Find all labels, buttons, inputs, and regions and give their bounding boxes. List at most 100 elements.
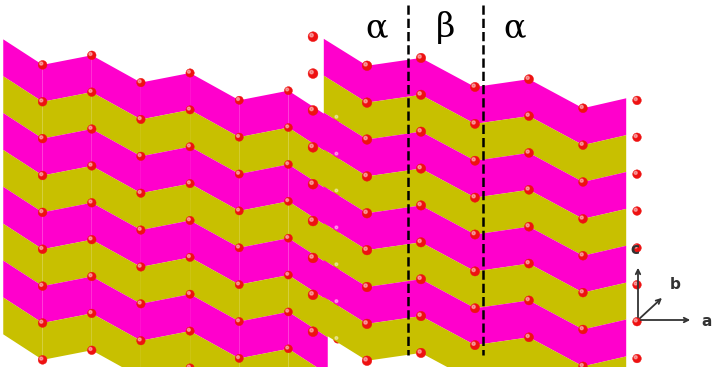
Circle shape [362, 135, 372, 144]
Circle shape [416, 311, 426, 321]
Text: b: b [670, 277, 681, 292]
Text: a: a [701, 315, 712, 330]
Circle shape [525, 222, 533, 231]
Circle shape [580, 327, 584, 330]
Polygon shape [42, 166, 92, 212]
Circle shape [472, 158, 475, 161]
Circle shape [335, 337, 338, 339]
Circle shape [526, 76, 529, 79]
Text: β: β [436, 11, 455, 44]
Polygon shape [92, 129, 141, 193]
Circle shape [472, 84, 475, 87]
Circle shape [284, 160, 292, 168]
Polygon shape [583, 283, 626, 330]
Circle shape [38, 134, 47, 143]
Circle shape [188, 365, 190, 367]
Circle shape [39, 210, 43, 212]
Circle shape [188, 107, 190, 110]
Circle shape [472, 121, 475, 124]
Polygon shape [583, 98, 626, 145]
Polygon shape [92, 166, 141, 230]
Circle shape [470, 82, 480, 92]
Polygon shape [367, 206, 421, 250]
Polygon shape [475, 116, 529, 161]
Circle shape [580, 290, 584, 293]
Polygon shape [367, 316, 421, 361]
Polygon shape [529, 190, 583, 256]
Polygon shape [367, 279, 421, 324]
Circle shape [470, 341, 480, 350]
Polygon shape [367, 242, 421, 287]
Circle shape [362, 319, 372, 329]
Circle shape [633, 207, 642, 215]
Circle shape [526, 224, 529, 227]
Circle shape [472, 232, 475, 235]
Circle shape [633, 170, 642, 178]
Circle shape [286, 236, 289, 239]
Circle shape [138, 227, 141, 230]
Polygon shape [324, 76, 367, 139]
Circle shape [308, 179, 318, 189]
Circle shape [334, 225, 342, 233]
Circle shape [633, 280, 642, 289]
Circle shape [579, 362, 587, 367]
Circle shape [470, 193, 480, 202]
Polygon shape [421, 242, 475, 308]
Polygon shape [42, 276, 92, 323]
Circle shape [364, 99, 367, 103]
Circle shape [418, 92, 421, 95]
Circle shape [89, 310, 92, 314]
Polygon shape [239, 238, 289, 285]
Text: c: c [631, 242, 639, 257]
Circle shape [138, 80, 141, 83]
Circle shape [633, 96, 642, 105]
Polygon shape [289, 312, 328, 367]
Circle shape [87, 161, 96, 170]
Circle shape [39, 246, 43, 250]
Polygon shape [42, 240, 92, 286]
Circle shape [364, 321, 367, 324]
Polygon shape [475, 301, 529, 345]
Circle shape [138, 264, 141, 267]
Circle shape [87, 51, 96, 59]
Circle shape [634, 245, 637, 248]
Polygon shape [190, 221, 239, 285]
Circle shape [416, 164, 426, 173]
Circle shape [525, 148, 533, 157]
Circle shape [137, 189, 145, 197]
Polygon shape [92, 92, 141, 156]
Circle shape [580, 179, 584, 182]
Circle shape [525, 75, 533, 84]
Circle shape [579, 104, 587, 113]
Circle shape [525, 259, 533, 268]
Circle shape [362, 98, 372, 108]
Polygon shape [42, 313, 92, 360]
Circle shape [186, 290, 194, 298]
Circle shape [188, 181, 190, 184]
Circle shape [416, 201, 426, 210]
Circle shape [362, 171, 372, 181]
Circle shape [634, 98, 637, 101]
Polygon shape [92, 276, 141, 341]
Polygon shape [239, 312, 289, 359]
Circle shape [236, 98, 239, 101]
Circle shape [418, 313, 421, 316]
Circle shape [186, 142, 194, 151]
Circle shape [235, 280, 243, 289]
Circle shape [137, 337, 145, 345]
Circle shape [286, 88, 289, 91]
Polygon shape [239, 91, 289, 137]
Circle shape [470, 304, 480, 313]
Circle shape [334, 114, 342, 122]
Polygon shape [529, 337, 583, 367]
Polygon shape [475, 227, 529, 271]
Circle shape [236, 282, 239, 285]
Circle shape [526, 150, 529, 153]
Circle shape [470, 156, 480, 166]
Text: α: α [504, 12, 526, 44]
Circle shape [526, 187, 529, 190]
Circle shape [579, 288, 587, 297]
Circle shape [39, 172, 43, 176]
Circle shape [334, 298, 342, 306]
Circle shape [418, 239, 421, 243]
